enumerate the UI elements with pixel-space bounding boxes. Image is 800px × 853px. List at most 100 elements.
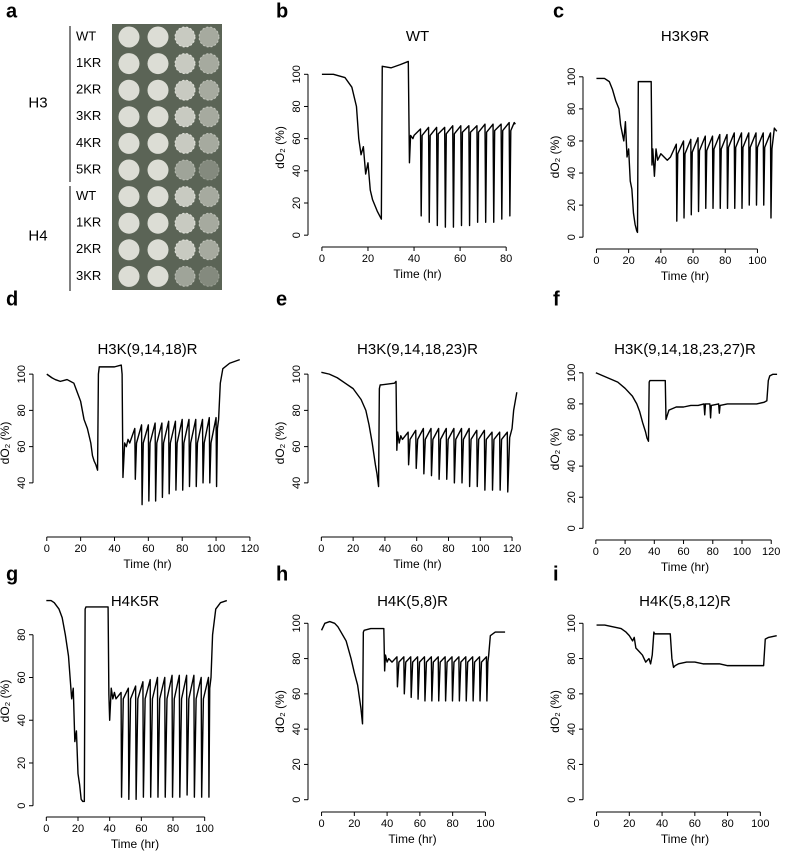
x-tick-label: 80	[721, 818, 733, 830]
y-tick-label: 100	[566, 68, 578, 86]
x-tick-label: 20	[75, 543, 87, 555]
spot	[174, 132, 196, 154]
y-tick-label: 0	[291, 797, 303, 803]
y-tick-label: 40	[566, 167, 578, 179]
spot	[147, 186, 169, 208]
strain-label: 1KR	[76, 55, 101, 70]
y-axis-title: dO₂ (%)	[548, 428, 562, 471]
y-tick-label: 60	[566, 688, 578, 700]
spot	[174, 159, 196, 181]
spot	[174, 79, 196, 101]
x-tick-label: 60	[135, 823, 147, 835]
x-tick-label: 100	[471, 543, 489, 555]
x-tick-label: 80	[719, 255, 731, 267]
x-tick-label: 0	[319, 253, 325, 265]
x-tick-label: 40	[379, 543, 391, 555]
y-tick-label: 100	[291, 614, 303, 632]
x-tick-label: 60	[689, 818, 701, 830]
y-tick-label: 20	[566, 199, 578, 211]
y-axis-title: dO₂ (%)	[273, 690, 287, 733]
y-axis-title: dO₂ (%)	[548, 136, 562, 179]
data-line	[321, 371, 518, 493]
y-tick-label: 100	[291, 65, 303, 83]
data-line	[321, 60, 516, 228]
y-tick-label: 0	[566, 797, 578, 803]
x-axis-title: Time (hr)	[388, 832, 436, 846]
spot	[118, 212, 140, 234]
spot	[147, 53, 169, 75]
y-tick-label: 60	[291, 441, 303, 453]
panel-letter: d	[6, 288, 18, 310]
chart-title: H4K(5,8,12)R	[639, 593, 731, 610]
y-tick-label: 60	[16, 671, 28, 683]
y-tick-label: 100	[291, 365, 303, 383]
spot	[198, 159, 220, 181]
strain-label: 3KR	[76, 268, 101, 283]
strain-label: 3KR	[76, 108, 101, 123]
spot	[118, 132, 140, 154]
y-tick-label: 100	[16, 365, 28, 383]
data-line	[320, 620, 506, 725]
y-tick-label: 100	[566, 364, 578, 382]
spot	[118, 186, 140, 208]
y-tick-label: 100	[566, 614, 578, 632]
spot	[174, 26, 196, 48]
panel-letter: a	[6, 0, 18, 22]
x-tick-label: 100	[748, 255, 766, 267]
spot	[174, 106, 196, 128]
spot	[118, 159, 140, 181]
panel-letter: b	[276, 0, 288, 22]
x-tick-label: 40	[656, 818, 668, 830]
y-tick-label: 80	[291, 100, 303, 112]
x-tick-label: 120	[241, 543, 259, 555]
panel-letter: c	[553, 0, 564, 22]
strain-label: 4KR	[76, 135, 101, 150]
y-tick-label: 80	[566, 652, 578, 664]
spot	[174, 265, 196, 287]
x-tick-label: 80	[167, 823, 179, 835]
y-tick-label: 60	[16, 441, 28, 453]
strain-label: WT	[76, 188, 96, 203]
chart-title: H3K(9,14,18,23)R	[357, 341, 478, 358]
x-tick-label: 60	[411, 543, 423, 555]
x-tick-label: 60	[142, 543, 154, 555]
strain-label: 2KR	[76, 82, 101, 97]
spot	[118, 26, 140, 48]
y-tick-label: 40	[566, 723, 578, 735]
spot	[198, 132, 220, 154]
panel-letter: g	[6, 563, 18, 585]
y-axis-title: dO₂ (%)	[0, 422, 12, 465]
chart-title: H3K9R	[661, 28, 710, 45]
x-tick-label: 40	[648, 546, 660, 558]
y-tick-label: 40	[291, 165, 303, 177]
x-tick-label: 60	[454, 253, 466, 265]
x-tick-label: 0	[593, 818, 599, 830]
spot	[174, 212, 196, 234]
panel-letter: i	[553, 563, 559, 585]
panel-letter: h	[276, 563, 288, 585]
x-tick-label: 40	[104, 823, 116, 835]
data-line	[596, 624, 777, 669]
y-axis-title: dO₂ (%)	[273, 422, 287, 465]
y-tick-label: 20	[291, 197, 303, 209]
spot	[198, 265, 220, 287]
x-tick-label: 60	[687, 255, 699, 267]
strain-label: 2KR	[76, 241, 101, 256]
y-tick-label: 20	[566, 491, 578, 503]
y-tick-label: 40	[291, 723, 303, 735]
strain-label: 1KR	[76, 215, 101, 230]
chart-title: H3K(9,14,18,23,27)R	[614, 341, 756, 358]
y-tick-label: 80	[566, 398, 578, 410]
spot	[118, 106, 140, 128]
spot	[198, 79, 220, 101]
group-label: H3	[28, 94, 47, 111]
spot	[174, 186, 196, 208]
spot	[147, 132, 169, 154]
y-tick-label: 0	[566, 525, 578, 531]
y-tick-label: 40	[16, 714, 28, 726]
x-tick-label: 80	[447, 818, 459, 830]
x-axis-title: Time (hr)	[661, 832, 709, 846]
x-tick-label: 0	[593, 255, 599, 267]
chart-title: H3K(9,14,18)R	[97, 341, 197, 358]
